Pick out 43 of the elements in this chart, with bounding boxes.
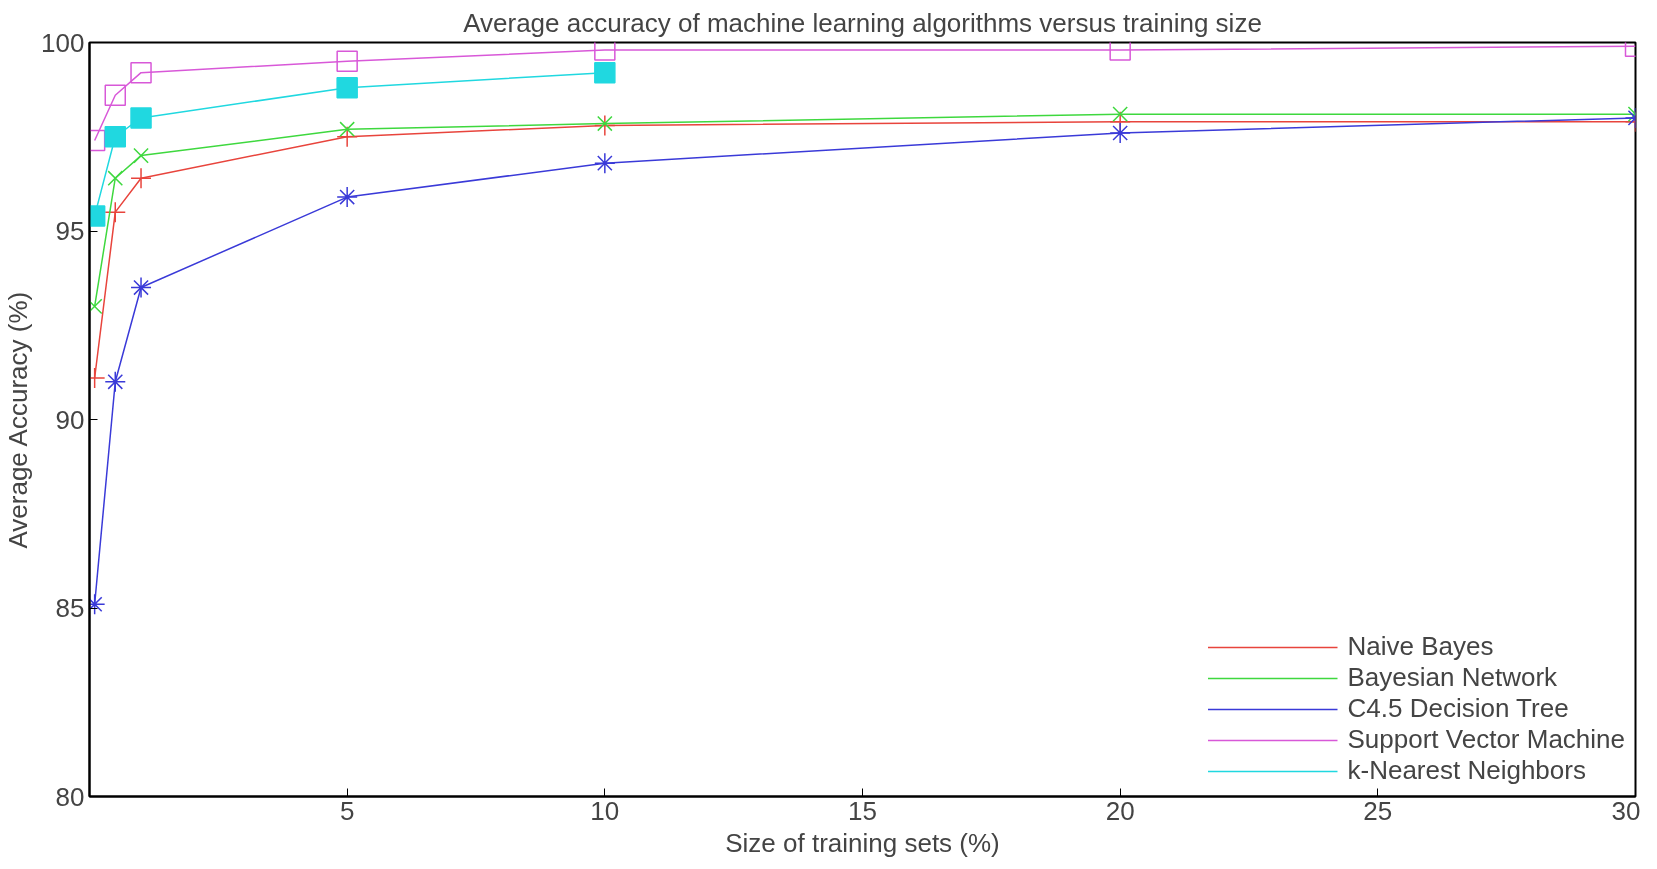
point [336, 186, 358, 208]
point [336, 76, 358, 99]
legend-label: C4.5 Decision Tree [1347, 693, 1569, 724]
point [1109, 122, 1131, 144]
point [130, 61, 152, 84]
point [130, 107, 152, 129]
point [594, 114, 616, 137]
x-tick-label: 20 [1105, 795, 1135, 826]
point [130, 276, 152, 299]
point [336, 50, 358, 73]
y-tick-label: 85 [55, 593, 85, 623]
point [89, 298, 103, 315]
x-tick-label: 30 [1611, 795, 1641, 826]
x-tick-label: 25 [1363, 795, 1393, 826]
point [336, 126, 358, 148]
legend-label: Support Vector Machine [1347, 724, 1625, 755]
x-tick-label: 5 [339, 795, 355, 826]
y-tick-label: 90 [55, 404, 85, 435]
point [133, 147, 149, 164]
point [1109, 42, 1131, 61]
point [339, 121, 355, 138]
point [130, 167, 152, 189]
point [594, 61, 616, 84]
point [597, 115, 613, 132]
point [594, 42, 616, 61]
point [104, 126, 127, 148]
x-tick-label: 10 [590, 795, 620, 826]
point [107, 170, 124, 187]
legend-label: k-Nearest Neighbors [1347, 755, 1586, 786]
y-tick-label: 95 [55, 216, 85, 246]
point [1112, 106, 1128, 122]
chart-title: Average accuracy of machine learning algorithms versus training size [463, 7, 1262, 38]
point [104, 201, 127, 223]
y-tick-label: 100 [41, 27, 85, 58]
legend-label: Naive Bayes [1347, 631, 1494, 662]
x-axis-title: Size of training sets (%) [725, 827, 1000, 858]
y-tick-label: 80 [55, 781, 85, 812]
legend-label: Bayesian Network [1347, 662, 1558, 693]
x-tick-label: 15 [848, 795, 877, 826]
point [594, 152, 616, 174]
point [104, 371, 127, 393]
y-axis-title: Average Accuracy (%) [3, 291, 34, 549]
point [104, 84, 127, 107]
